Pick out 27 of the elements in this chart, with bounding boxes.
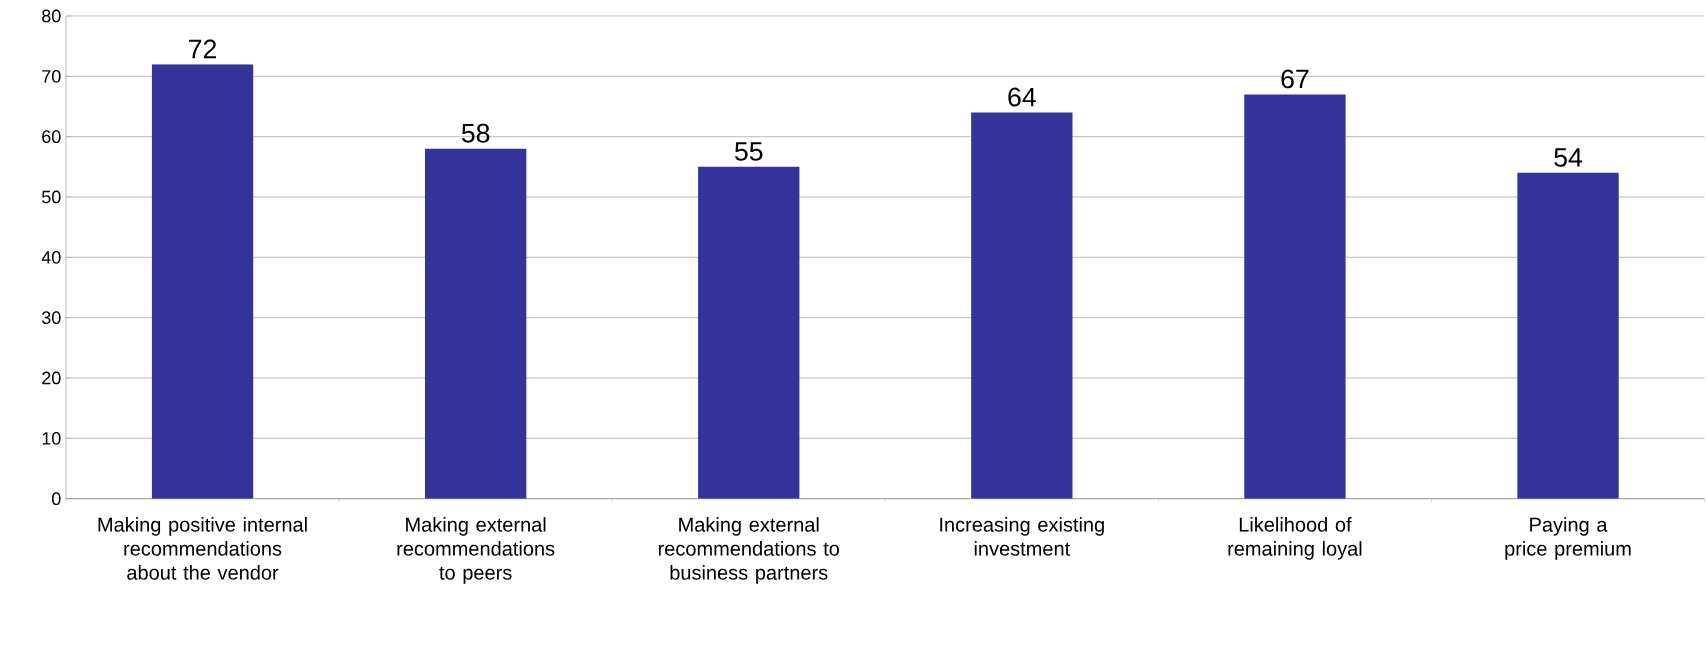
data-label: 72 xyxy=(189,39,217,59)
y-tick-label: 10 xyxy=(42,431,61,445)
x-tick-label: Making external recommendations to business partners xyxy=(658,516,840,584)
y-tick-label: 20 xyxy=(42,371,61,385)
x-tick-label: Making external recommendations to peers xyxy=(397,516,555,584)
data-label: 67 xyxy=(1281,69,1309,89)
data-label: 55 xyxy=(734,142,763,161)
x-tick-label: Paying a price premium xyxy=(1505,516,1631,560)
bar xyxy=(1517,172,1619,499)
bar xyxy=(698,166,800,499)
data-label: 58 xyxy=(461,123,490,143)
x-tick-label: Likelihood of remaining loyal xyxy=(1228,516,1362,560)
y-tick-label: 40 xyxy=(41,250,61,264)
y-tick-label: 50 xyxy=(41,190,61,204)
bar xyxy=(151,64,254,499)
bar xyxy=(1244,94,1346,499)
data-label: 54 xyxy=(1554,148,1583,167)
y-tick-label: 0 xyxy=(51,492,61,505)
data-label: 64 xyxy=(1008,87,1036,107)
bar xyxy=(424,148,527,499)
y-tick-label: 30 xyxy=(41,311,61,324)
x-tick-label: Increasing existing investment xyxy=(940,516,1104,556)
x-tick-label: Making positive internal recommendations about the vendor xyxy=(98,516,307,580)
y-tick-label: 70 xyxy=(42,69,61,83)
y-tick-label: 80 xyxy=(42,9,61,23)
y-tick-label: 60 xyxy=(42,130,61,143)
bar xyxy=(971,112,1073,499)
